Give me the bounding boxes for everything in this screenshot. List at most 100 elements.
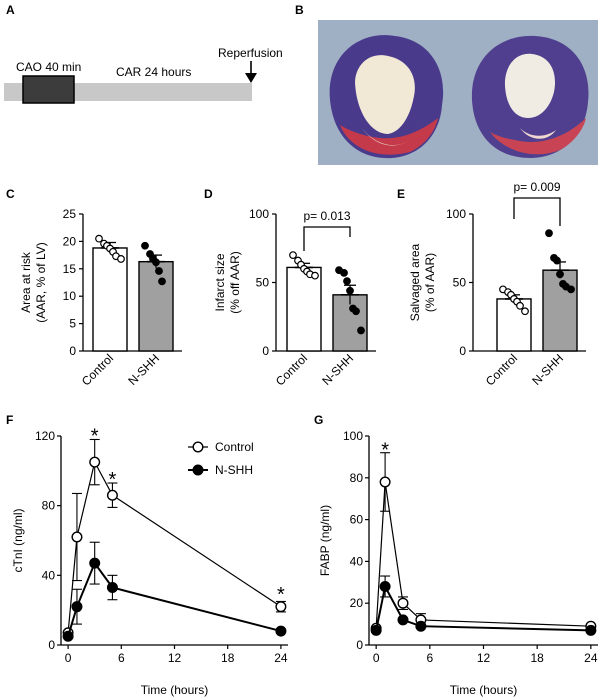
data-point (158, 277, 166, 286)
legend-marker-nshh (192, 464, 204, 476)
category-label: Control (483, 351, 520, 388)
data-point (352, 307, 360, 316)
significance-bracket (303, 226, 351, 251)
data-point-n-shh (370, 624, 382, 636)
panel-label-e: E (397, 187, 405, 201)
chart-c-area-at-risk: 0 5 10 15 20 25 Area at risk(AAR, % of LV) Cont… (19, 207, 182, 388)
y-axis-label: cTnI (ng/ml) (11, 508, 25, 572)
x-axis-label: Time (hours) (450, 683, 518, 697)
data-point (311, 271, 319, 280)
y-tick-label: 0 (262, 344, 269, 358)
reperfusion-label: Reperfusion (218, 46, 283, 60)
y-tick-label: 0 (459, 344, 466, 358)
data-point (553, 256, 561, 265)
chart-g-fabp: 0 20 40 60 80 100 0 6 12 18 24 Time (hours) FABP (ng… (318, 429, 598, 697)
significance-star: * (91, 425, 99, 447)
significance-star: * (277, 584, 285, 606)
y-tick-label: 0 (48, 638, 55, 652)
panel-label-b: B (295, 3, 304, 17)
bar-control (286, 266, 322, 352)
category-label: N-SHH (529, 351, 566, 388)
y-tick-label: 20 (63, 234, 77, 248)
data-point-control (106, 489, 118, 501)
y-tick-label: 100 (446, 207, 466, 221)
data-point-control (89, 456, 101, 468)
data-point-n-shh (106, 582, 118, 594)
bar-control (496, 298, 532, 352)
p-value-label: p= 0.013 (303, 209, 350, 223)
y-tick-label: 15 (63, 262, 77, 276)
data-point-n-shh (71, 601, 83, 613)
data-point (556, 270, 564, 279)
panel-a-protocol: A CAO 40 min CAR 24 hours Reperfusion (4, 3, 283, 104)
category-label: N-SHH (125, 351, 162, 388)
data-point-n-shh (415, 620, 427, 632)
x-tick-label: 18 (530, 651, 544, 665)
panel-label-a: A (6, 3, 15, 17)
x-tick-label: 18 (221, 651, 235, 665)
data-point (343, 277, 351, 286)
panel-label-f: F (6, 413, 13, 427)
data-point-n-shh (89, 557, 101, 569)
series-line-control (375, 481, 591, 629)
y-axis-label: Salvaged area(% of AAR) (408, 243, 437, 321)
bar-n-shh (138, 260, 174, 352)
y-tick-label: 40 (350, 554, 364, 568)
chart-e-salvaged-area: 0 50 100 Salvaged area(% of AAR) Control N-SH… (408, 180, 586, 388)
significance-bracket (513, 197, 561, 226)
y-axis-label-line: (AAR, % of LV) (34, 242, 48, 322)
series-line-n-shh (67, 561, 282, 637)
y-axis-label: Infarct size(% off AAR) (213, 251, 242, 313)
y-axis-label: Area at risk(AAR, % of LV) (19, 242, 48, 322)
panel-label-c: C (6, 187, 15, 201)
x-tick-label: 12 (477, 651, 491, 665)
panel-label-d: D (204, 187, 213, 201)
x-tick-label: 12 (168, 651, 182, 665)
y-tick-label: 80 (42, 499, 56, 513)
panel-b-photo: B (295, 3, 598, 165)
x-tick-label: 0 (373, 651, 380, 665)
significance-star: * (381, 440, 389, 462)
bar-control (92, 247, 128, 352)
p-value-label: p= 0.009 (513, 180, 560, 194)
x-tick-label: 24 (274, 651, 288, 665)
data-point (521, 307, 529, 316)
data-point (141, 241, 149, 250)
y-tick-label: 100 (343, 429, 363, 443)
y-tick-label: 50 (256, 276, 270, 290)
data-point-n-shh (62, 630, 74, 642)
data-point (516, 301, 524, 310)
y-tick-label: 0 (356, 638, 363, 652)
x-tick-label: 6 (426, 651, 433, 665)
chart-d-infarct-size: 0 50 100 Infarct size(% off AAR) Control N-SH… (213, 207, 376, 388)
heart-slice-control (329, 35, 444, 159)
data-point (95, 234, 103, 243)
y-tick-label: 5 (69, 317, 76, 331)
y-axis-label-line: Area at risk (19, 251, 33, 313)
y-tick-label: 60 (350, 513, 364, 527)
data-point-n-shh (275, 625, 287, 637)
data-point (545, 229, 553, 238)
y-axis-label-line: (% of AAR) (423, 253, 437, 312)
y-axis-label-line: (% off AAR) (228, 251, 242, 313)
car-label: CAR 24 hours (116, 65, 191, 79)
category-label: Control (79, 351, 116, 388)
x-tick-label: 0 (65, 651, 72, 665)
heart-slice-nshh (471, 35, 589, 158)
y-tick-label: 50 (453, 276, 467, 290)
y-tick-label: 120 (35, 429, 55, 443)
x-tick-label: 6 (118, 651, 125, 665)
data-point (346, 286, 354, 295)
y-tick-label: 20 (350, 596, 364, 610)
data-point (152, 258, 160, 267)
y-tick-label: 0 (69, 344, 76, 358)
data-point (567, 285, 575, 294)
y-tick-label: 10 (63, 289, 77, 303)
reperfusion-arrow-head (245, 73, 257, 83)
data-point (357, 326, 365, 335)
significance-star: * (109, 469, 117, 491)
category-label: Control (273, 351, 310, 388)
y-tick-label: 40 (42, 568, 56, 582)
data-point (340, 269, 348, 277)
